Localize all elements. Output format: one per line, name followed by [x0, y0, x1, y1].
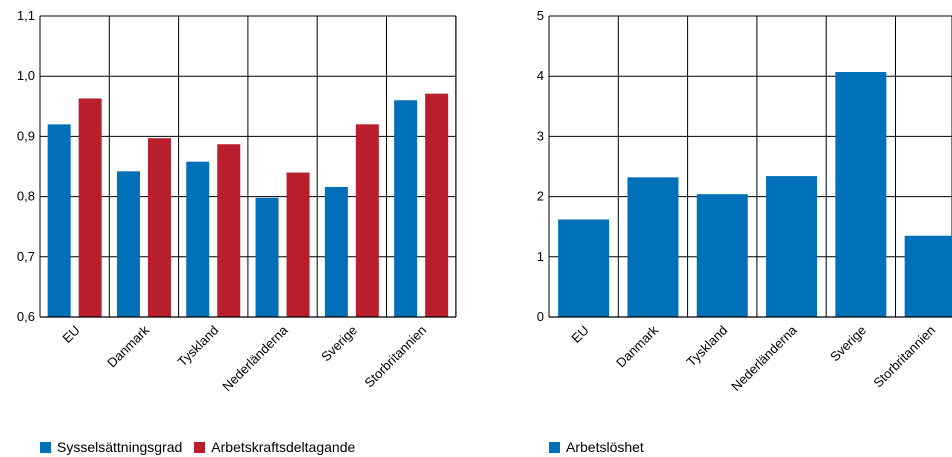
y-tick-label: 2 [537, 189, 544, 204]
chart-left: 0,6 0,7 0,8 0,9 1,0 1,1 EU Danmark TysklandNeder… [17, 8, 457, 394]
bar-arbetsloshet-tyskland [696, 194, 748, 317]
y-tick-label: 0,6 [17, 309, 35, 324]
legend-label: Sysselsättningsgrad [57, 439, 183, 455]
y-tick-label: 0,9 [17, 128, 35, 143]
y-tick-label: 5 [537, 8, 544, 23]
bar-sysselsattningsgrad-tyskland [186, 161, 210, 317]
x-tick-label-storbritannien: Storbritannien [361, 323, 429, 391]
bar-arbetsloshet-eu [558, 219, 610, 317]
legend-swatch-blue [549, 441, 560, 453]
legend-left: Sysselsättningsgrad Arbetskraftsdeltagan… [40, 439, 367, 455]
bar-arbetskraftsdeltagande-sverige [355, 124, 379, 317]
y-tick-label: 1 [537, 249, 544, 264]
bar-sysselsattningsgrad-danmark [116, 171, 140, 317]
x-tick-label-sverige: Sverige [827, 323, 869, 365]
bar-sysselsattningsgrad-sverige [324, 186, 348, 317]
legend-swatch-red [194, 441, 206, 453]
bar-arbetskraftsdeltagande-nederlanderna [286, 172, 310, 317]
legend-item-arbetsloshet: Arbetslöshet [549, 439, 644, 455]
y-tick-label: 3 [537, 128, 544, 143]
legend-swatch-blue [40, 441, 51, 453]
bar-arbetskraftsdeltagande-eu [78, 98, 102, 317]
y-tick-label: 1,0 [17, 68, 35, 83]
legend-item-arbetskraftsdeltagande: Arbetskraftsdeltagande [194, 439, 355, 455]
x-tick-label-eu: EU [568, 323, 591, 346]
x-tick-label-sverige: Sverige [318, 323, 360, 365]
y-tick-label: 1,1 [17, 8, 35, 23]
legend-item-sysselsattningsgrad: Sysselsättningsgrad [40, 439, 182, 455]
bar-sysselsattningsgrad-storbritannien [394, 100, 418, 317]
bar-arbetskraftsdeltagande-danmark [147, 138, 171, 317]
y-tick-label: 0 [537, 309, 544, 324]
y-tick-label: 4 [537, 68, 544, 83]
bar-sysselsattningsgrad-nederlanderna [255, 197, 279, 317]
y-tick-label: 0,8 [17, 189, 35, 204]
bar-arbetsloshet-storbritannien [904, 235, 952, 317]
bar-arbetskraftsdeltagande-tyskland [217, 144, 241, 317]
x-tick-label-tyskland: Tyskland [683, 323, 730, 370]
legend-label: Arbetskraftsdeltagande [211, 439, 356, 455]
bar-arbetsloshet-danmark [627, 177, 679, 317]
bar-sysselsattningsgrad-eu [47, 124, 71, 317]
bar-arbetsloshet-sverige [835, 71, 887, 318]
x-tick-label-nederlanderna: Nederländerna [728, 322, 800, 394]
x-tick-label-danmark: Danmark [613, 322, 661, 370]
bar-arbetsloshet-nederlanderna [766, 176, 818, 317]
x-tick-label-tyskland: Tyskland [174, 323, 221, 370]
legend-right: Arbetslöshet [549, 439, 656, 455]
y-tick-label: 0,7 [17, 249, 35, 264]
x-tick-label-storbritannien: Storbritannien [870, 323, 938, 391]
x-tick-label-danmark: Danmark [104, 322, 152, 370]
legend-label: Arbetslöshet [566, 439, 644, 455]
x-tick-label-eu: EU [59, 323, 82, 346]
bar-arbetskraftsdeltagande-storbritannien [425, 93, 449, 318]
x-tick-label-nederlanderna: Nederländerna [219, 322, 291, 394]
